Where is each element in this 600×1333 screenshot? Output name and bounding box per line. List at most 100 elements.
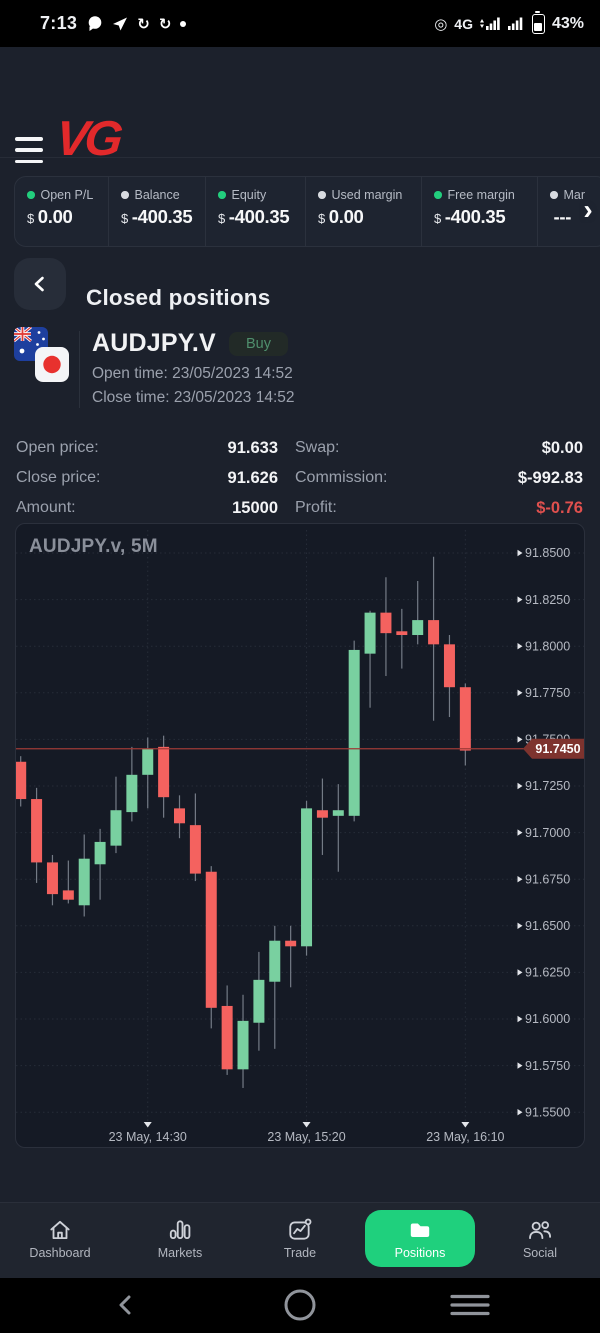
svg-text:91.8000: 91.8000 xyxy=(525,639,570,653)
stat-label: Used margin xyxy=(331,188,403,202)
stats-scroll-chevron[interactable]: › xyxy=(576,192,600,228)
detail-label: Swap: xyxy=(295,439,340,456)
candlestick-chart-canvas[interactable]: 23 May, 14:30 23 May, 15:20 23 May, 16:10 9… xyxy=(16,524,585,1148)
dot-notification-icon xyxy=(180,20,187,27)
chevron-left-icon xyxy=(34,276,44,292)
svg-text:91.6250: 91.6250 xyxy=(525,966,570,980)
detail-label: Open price: xyxy=(16,439,99,456)
detail-value: $-0.76 xyxy=(536,498,583,517)
svg-text:91.8500: 91.8500 xyxy=(525,546,570,560)
stat-value: --- xyxy=(553,206,572,227)
currency-prefix: $ xyxy=(318,211,326,226)
svg-text:91.6500: 91.6500 xyxy=(525,919,570,933)
side-badge: Buy xyxy=(229,332,288,356)
send-notification-icon xyxy=(113,17,128,30)
vpn-icon: ◎ xyxy=(434,14,448,33)
tab-label: Dashboard xyxy=(29,1246,91,1260)
android-nav-bar xyxy=(0,1278,600,1333)
detail-value: $-992.83 xyxy=(517,468,583,487)
home-icon xyxy=(50,1220,70,1240)
users-icon xyxy=(529,1221,551,1240)
open-time: Open time: 23/05/2023 14:52 xyxy=(92,365,293,382)
svg-text:91.7750: 91.7750 xyxy=(525,686,570,700)
status-dot xyxy=(434,191,442,199)
brand-logo: VG xyxy=(53,112,122,166)
svg-text:91.6750: 91.6750 xyxy=(525,872,570,886)
page-title: Closed positions xyxy=(86,285,271,311)
tab-social[interactable]: Social xyxy=(485,1210,595,1267)
price-chart[interactable]: AUDJPY.v, 5M 23 May, 14:30 23 May, 15:20 2… xyxy=(15,523,585,1148)
tab-dashboard[interactable]: Dashboard xyxy=(5,1210,115,1267)
svg-text:91.6000: 91.6000 xyxy=(525,1012,570,1026)
stat-equity: Equity $ -400.35 xyxy=(206,177,306,246)
status-dot xyxy=(318,191,326,199)
android-back-icon xyxy=(119,1295,131,1315)
android-recents-icon xyxy=(450,1294,490,1316)
network-type-label: 4G xyxy=(454,15,473,32)
detail-row: Open price: 91.633 Swap: $0.00 xyxy=(16,433,583,463)
app-header: VG xyxy=(0,47,600,166)
detail-value: $0.00 xyxy=(541,438,583,457)
bottom-nav: Dashboard Markets Trade Positions S xyxy=(0,1202,600,1278)
detail-label: Profit: xyxy=(295,499,337,516)
stat-value: 0.00 xyxy=(328,206,364,227)
stat-label: Mar xyxy=(563,188,586,202)
detail-value: 91.633 xyxy=(227,438,278,457)
clock: 7:13 xyxy=(40,13,78,33)
folder-icon xyxy=(410,1223,430,1238)
sync-notification-icon: ↻ xyxy=(137,14,150,33)
tab-markets[interactable]: Markets xyxy=(125,1210,235,1267)
japan-flag-icon xyxy=(35,347,69,382)
svg-text:91.5500: 91.5500 xyxy=(525,1105,570,1119)
svg-text:91.5750: 91.5750 xyxy=(525,1059,570,1073)
android-home-button[interactable] xyxy=(283,1288,317,1322)
signal-sim1-icon xyxy=(479,17,500,30)
detail-label: Commission: xyxy=(295,469,388,486)
tab-label: Positions xyxy=(394,1246,446,1260)
position-symbol: AUDJPY.V xyxy=(92,329,216,357)
tab-label: Social xyxy=(522,1246,558,1260)
tab-positions[interactable]: Positions xyxy=(365,1210,475,1267)
currency-prefix: $ xyxy=(218,211,226,226)
sync2-notification-icon: ↻ xyxy=(158,14,172,33)
trade-chart-icon xyxy=(289,1218,312,1240)
battery-percent: 43% xyxy=(551,14,584,32)
divider xyxy=(79,331,80,408)
stat-margin-level: Mar --- xyxy=(538,177,600,246)
stat-free-margin: Free margin $ -400.35 xyxy=(422,177,538,246)
bars-chart-icon xyxy=(169,1220,191,1240)
stat-used-margin: Used margin $0.00 xyxy=(306,177,422,246)
detail-value: 91.626 xyxy=(227,468,278,487)
svg-text:91.7250: 91.7250 xyxy=(525,779,570,793)
currency-prefix: $ xyxy=(27,211,35,226)
android-home-icon xyxy=(284,1289,316,1321)
stat-label: Equity xyxy=(231,188,267,202)
status-dot xyxy=(121,191,129,199)
svg-text:91.8250: 91.8250 xyxy=(525,593,570,607)
tab-trade[interactable]: Trade xyxy=(245,1210,355,1267)
battery-icon xyxy=(531,10,545,34)
status-dot xyxy=(550,191,558,199)
detail-label: Amount: xyxy=(16,499,76,516)
stat-value: -400.35 xyxy=(444,206,506,227)
android-recents-button[interactable] xyxy=(450,1293,490,1317)
detail-row: Amount: 15000 Profit: $-0.76 xyxy=(16,493,583,523)
android-back-button[interactable] xyxy=(114,1293,138,1317)
detail-label: Close price: xyxy=(16,469,101,486)
svg-text:23 May, 15:20: 23 May, 15:20 xyxy=(267,1130,345,1144)
currency-prefix: $ xyxy=(121,211,129,226)
stat-balance: Balance $ -400.35 xyxy=(109,177,206,246)
detail-value: 15000 xyxy=(232,498,278,517)
tab-label: Markets xyxy=(157,1246,203,1260)
close-time: Close time: 23/05/2023 14:52 xyxy=(92,389,295,406)
svg-text:91.7000: 91.7000 xyxy=(525,826,570,840)
svg-text:23 May, 16:10: 23 May, 16:10 xyxy=(426,1130,504,1144)
stat-label: Free margin xyxy=(447,188,515,202)
position-details: Open price: 91.633 Swap: $0.00 Close pri… xyxy=(16,433,583,523)
back-button[interactable] xyxy=(14,258,66,310)
stat-value: -400.35 xyxy=(131,206,193,227)
stat-open-pl: Open P/L $0.00 xyxy=(15,177,109,246)
menu-hamburger-button[interactable] xyxy=(15,137,43,163)
stat-label: Open P/L xyxy=(40,188,94,202)
